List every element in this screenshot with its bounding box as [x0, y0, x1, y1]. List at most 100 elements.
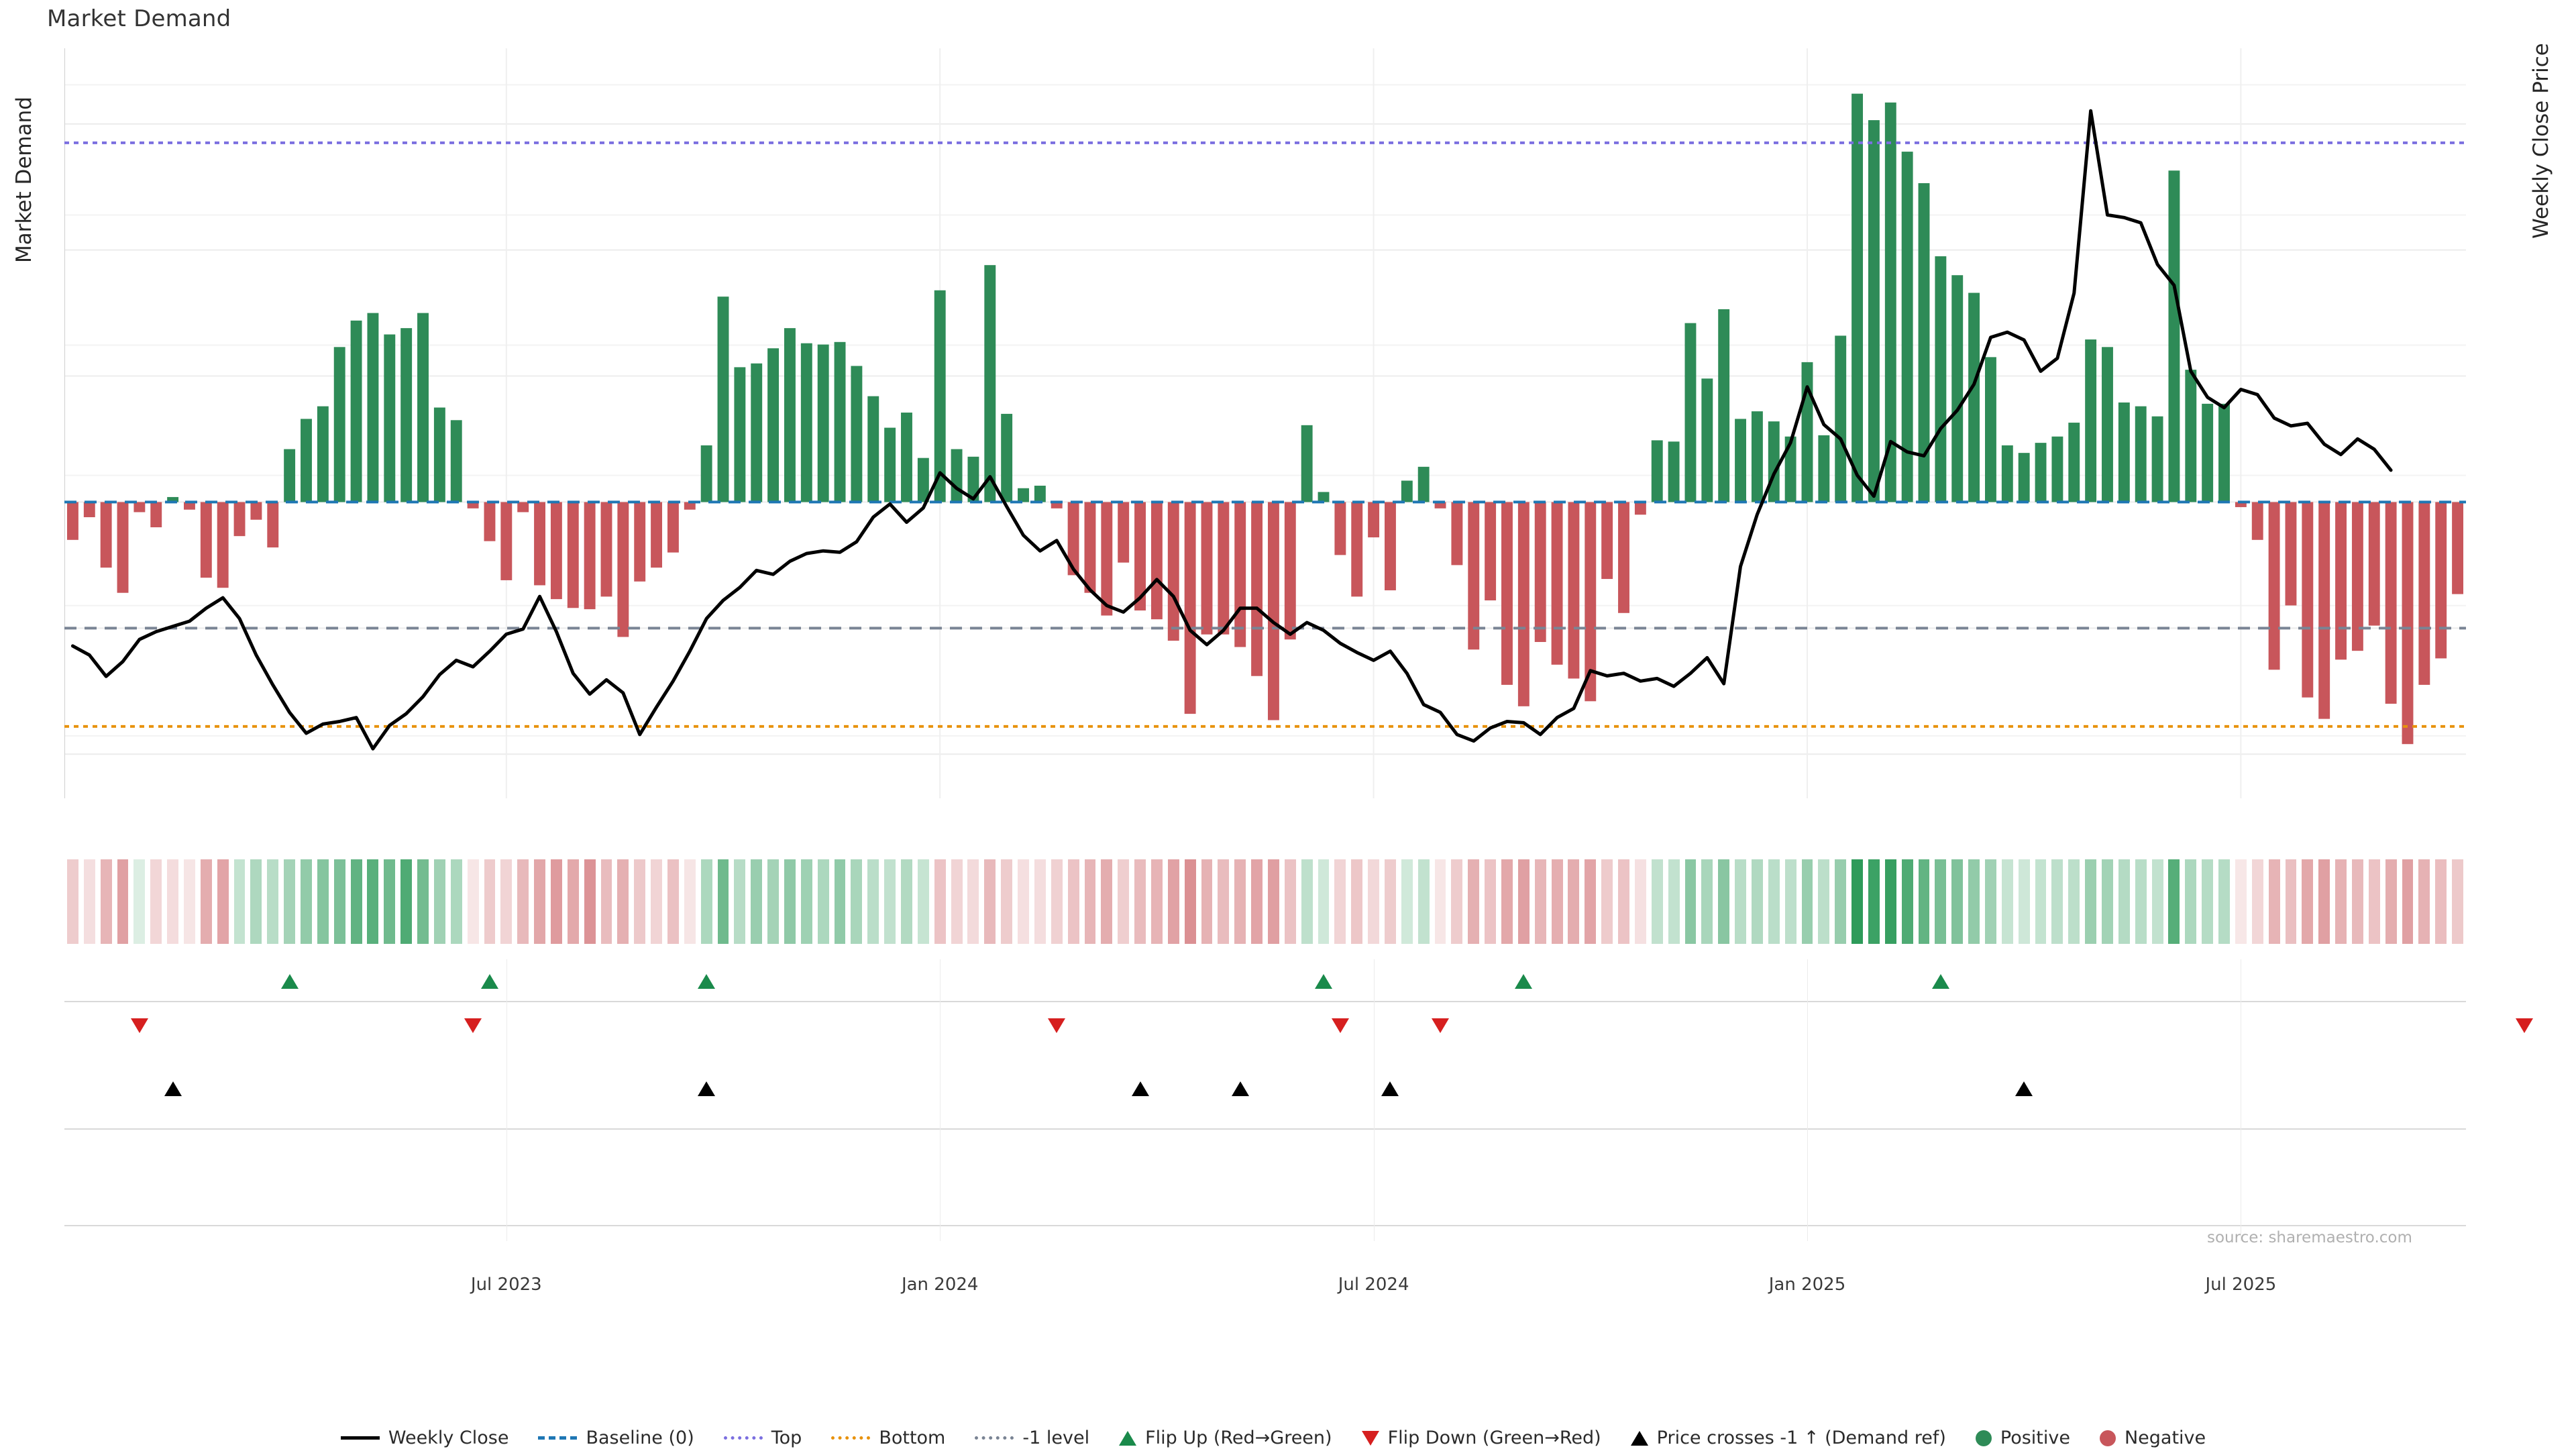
heat-cell-positive [901, 859, 912, 944]
demand-bar-negative [1634, 502, 1646, 515]
heat-cell-positive [1835, 859, 1847, 944]
heat-cell-negative [1368, 859, 1380, 944]
legend-item-negative[interactable]: Negative [2099, 1428, 2206, 1448]
demand-bar-positive [400, 328, 413, 502]
heat-cell-negative [2302, 859, 2314, 944]
demand-bar-positive [1651, 440, 1663, 502]
heat-cell-negative [2452, 859, 2463, 944]
heat-cell-negative [83, 859, 95, 944]
legend-item-flip-up[interactable]: Flip Up (Red→Green) [1119, 1428, 1332, 1448]
demand-bar-positive [1301, 425, 1313, 502]
heat-cell-positive [2035, 859, 2047, 944]
demand-bar-positive [301, 419, 312, 502]
demand-bar-negative [1351, 502, 1363, 597]
heat-cell-positive [400, 859, 413, 944]
demand-bar-positive [1768, 421, 1780, 502]
demand-bar-positive [417, 313, 429, 502]
right-axis-title: Weekly Close Price [2529, 43, 2553, 239]
heat-cell-negative [1234, 859, 1246, 944]
demand-bar-negative [1251, 502, 1263, 676]
heat-cell-negative [1434, 859, 1446, 944]
heat-cell-positive [2151, 859, 2163, 944]
heat-cell-negative [1201, 859, 1213, 944]
demand-bar-negative [1434, 502, 1446, 508]
demand-bar-positive [1701, 378, 1713, 502]
heat-cell-negative [1067, 859, 1079, 944]
heat-cell-negative [1534, 859, 1546, 944]
heat-cell-positive [834, 859, 846, 944]
legend-item-label: Negative [2124, 1428, 2206, 1448]
demand-bar-negative [267, 502, 279, 548]
heat-cell-negative [500, 859, 513, 944]
demand-bar-negative [2235, 502, 2247, 507]
demand-bar-positive [1801, 362, 1813, 502]
flip-up-marker [280, 974, 299, 989]
demand-bar-positive [384, 334, 396, 502]
heat-cell-negative [651, 859, 662, 944]
demand-bar-positive [1951, 275, 1964, 502]
heat-cell-positive [367, 859, 379, 944]
price-cross-marker [1131, 1081, 1149, 1096]
legend-item-top[interactable]: Top [723, 1428, 802, 1448]
price-cross-marker [698, 1081, 716, 1096]
heat-cell-negative [167, 859, 179, 944]
demand-bar-positive [350, 320, 362, 502]
heat-cell-positive [384, 859, 396, 944]
heat-cell-negative [1018, 859, 1029, 944]
demand-bar-positive [1034, 486, 1046, 502]
legend-item-label: Top [771, 1428, 802, 1448]
legend-item-baseline[interactable]: Baseline (0) [538, 1428, 694, 1448]
gridline-v [1373, 959, 1375, 1241]
heat-cell-negative [1634, 859, 1646, 944]
demand-bar-negative [1101, 502, 1113, 616]
demand-bar-negative [1167, 502, 1179, 641]
heat-cell-negative [2435, 859, 2447, 944]
legend-item-minus-one-level[interactable]: -1 level [975, 1428, 1089, 1448]
heat-cell-positive [133, 859, 146, 944]
heat-cell-negative [951, 859, 963, 944]
heat-cell-positive [851, 859, 863, 944]
legend-item-weekly-close[interactable]: Weekly Close [340, 1428, 508, 1448]
heat-cell-positive [1884, 859, 1896, 944]
heat-cell-negative [1134, 859, 1146, 944]
demand-bar-negative [1451, 502, 1463, 566]
heat-cell-negative [1101, 859, 1113, 944]
heat-cell-negative [600, 859, 612, 944]
demand-bar-positive [851, 366, 863, 502]
legend-item-positive[interactable]: Positive [1975, 1428, 2070, 1448]
heat-cell-negative [1167, 859, 1179, 944]
heat-cell-positive [1801, 859, 1813, 944]
demand-bar-negative [2335, 502, 2347, 660]
demand-bar-negative [517, 502, 529, 513]
legend-item-bottom[interactable]: Bottom [831, 1428, 945, 1448]
heat-cell-negative [667, 859, 679, 944]
gridline-v [506, 959, 507, 1241]
heat-cell-negative [2285, 859, 2297, 944]
demand-bar-positive [1901, 152, 1913, 502]
demand-bar-positive [1985, 357, 1996, 502]
heat-cell-negative [2251, 859, 2263, 944]
demand-bar-negative [2418, 502, 2430, 685]
price-cross-marker [164, 1081, 182, 1096]
legend-item-price-cross[interactable]: Price crosses -1 ↑ (Demand ref) [1630, 1428, 1946, 1448]
chart-legend: Weekly Close Baseline (0) Top Bottom -1 leve… [0, 1428, 2576, 1448]
demand-bar-positive [1851, 93, 1864, 502]
price-cross-marker [1381, 1081, 1399, 1096]
legend-item-label: Flip Up (Red→Green) [1145, 1428, 1332, 1448]
demand-bar-positive [1401, 480, 1413, 502]
heat-cell-negative [684, 859, 696, 944]
legend-item-label: Price crosses -1 ↑ (Demand ref) [1656, 1428, 1946, 1448]
heat-cell-negative [1551, 859, 1563, 944]
heat-cell-negative [550, 859, 562, 944]
heat-cell-positive [2185, 859, 2197, 944]
demand-bar-negative [1051, 502, 1063, 508]
heat-cell-positive [250, 859, 262, 944]
heat-cell-positive [1751, 859, 1763, 944]
legend-item-flip-down[interactable]: Flip Down (Green→Red) [1361, 1428, 1601, 1448]
heat-cell-positive [284, 859, 296, 944]
heat-cell-positive [2135, 859, 2147, 944]
page-title: Market Demand [47, 5, 231, 32]
heat-cell-positive [1784, 859, 1796, 944]
heat-cell-positive [867, 859, 879, 944]
heat-cell-negative [1468, 859, 1480, 944]
